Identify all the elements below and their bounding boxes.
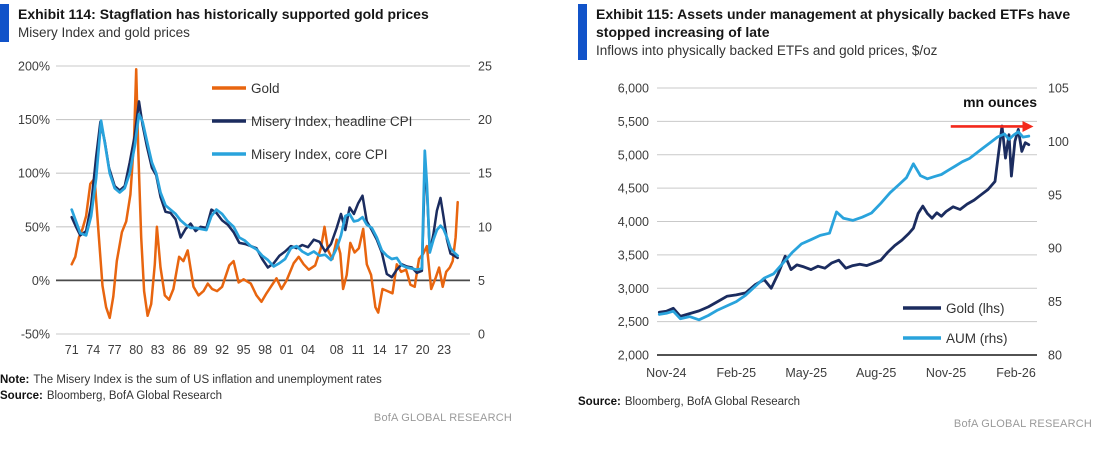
source-line: Source: Bloomberg, BofA Global Research [0, 388, 512, 405]
source-text: Bloomberg, BofA Global Research [46, 390, 222, 403]
series-line-misery-index-core-cpi [70, 112, 460, 271]
x-axis-tick-label: 89 [194, 343, 208, 357]
exhibit-114-subtitle: Misery Index and gold prices [18, 25, 190, 41]
series-line-aum-rhs [657, 130, 1031, 322]
exhibit-115-panel: Exhibit 115: Assets under management at … [578, 4, 1103, 433]
x-axis-tick-label: 14 [373, 343, 387, 357]
x-axis-tick-label: 23 [437, 343, 451, 357]
x-axis-tick-label: 08 [330, 343, 344, 357]
right-axis-tick-label: 5 [478, 274, 485, 288]
exhibit-115-header: Exhibit 115: Assets under management at … [578, 4, 1103, 60]
right-axis-tick-label: 15 [478, 166, 492, 180]
x-axis-tick-label: 01 [280, 343, 294, 357]
right-axis-tick-label: 25 [478, 59, 492, 73]
left-axis-tick-label: 200% [18, 59, 50, 73]
left-axis-tick-label: 5,500 [618, 115, 649, 129]
left-axis-tick-label: 2,500 [618, 315, 649, 329]
exhibit-114-header: Exhibit 114: Stagflation has historicall… [0, 4, 548, 42]
x-axis-tick-label: 92 [215, 343, 229, 357]
exhibit-115-title: Exhibit 115: Assets under management at … [596, 6, 1071, 41]
left-axis-tick-label: 5,000 [618, 148, 649, 162]
x-axis-tick-label: 20 [416, 343, 430, 357]
trend-arrow-head [1022, 120, 1034, 132]
bofa-watermark: BofA GLOBAL RESEARCH [373, 412, 512, 425]
legend-label: AUM (rhs) [946, 331, 1008, 346]
etf-aum-gold-chart: 6,000 5,500 5,000 4,500 4,000 3,500 3,000 2,500… [618, 81, 1069, 380]
exhibit-115-subtitle: Inflows into physically backed ETFs and … [596, 43, 938, 59]
right-axis-tick-label: 10 [478, 220, 492, 234]
legend-label: Gold [251, 81, 280, 96]
left-axis-tick-label: 100% [18, 166, 50, 180]
x-axis-tick-label: 04 [301, 343, 315, 357]
x-axis-tick-label: May-25 [785, 366, 827, 380]
left-axis-tick-label: 4,000 [618, 215, 649, 229]
x-axis-tick-label: 86 [172, 343, 186, 357]
exhibit-accent-bar [0, 4, 9, 42]
left-axis-tick-label: 0% [32, 274, 50, 288]
misery-index-gold-chart: 200% 150% 100% 50% 0% -50% 25 20 15 10 5 0 71 74 77 80 8… [18, 59, 492, 357]
left-axis-tick-label: 150% [18, 113, 50, 127]
left-axis-tick-label: 3,000 [618, 282, 649, 296]
legend-label: Misery Index, core CPI [251, 147, 388, 162]
x-axis-tick-label: Feb-26 [996, 366, 1036, 380]
bofa-watermark: BofA GLOBAL RESEARCH [953, 417, 1092, 430]
note-line: Note: The Misery Index is the sum of US i… [0, 372, 512, 389]
source-text: Bloomberg, BofA Global Research [624, 395, 800, 408]
x-axis-tick-label: Nov-24 [646, 366, 686, 380]
source-label: Source: [578, 395, 621, 408]
x-axis-tick-label: 17 [394, 343, 408, 357]
left-axis-tick-label: 4,500 [618, 182, 649, 196]
right-axis-tick-label: 80 [1048, 348, 1062, 362]
x-axis-tick-label: 77 [108, 343, 122, 357]
left-axis-tick-label: 3,500 [618, 248, 649, 262]
right-axis-tick-label: 20 [478, 113, 492, 127]
exhibit-114-panel: Exhibit 114: Stagflation has historicall… [0, 4, 548, 427]
exhibit-114-footer: Note: The Misery Index is the sum of US i… [0, 372, 512, 427]
right-axis-tick-label: 95 [1048, 188, 1062, 202]
right-axis-tick-label: 90 [1048, 242, 1062, 256]
x-axis-tick-label: 11 [352, 343, 365, 357]
right-axis-tick-label: 100 [1048, 135, 1069, 149]
x-axis-tick-label: 98 [258, 343, 272, 357]
x-axis-tick-label: 80 [129, 343, 143, 357]
x-axis-tick-label: 83 [151, 343, 165, 357]
right-axis-tick-label: 0 [478, 327, 485, 341]
right-axis-tick-label: 105 [1048, 81, 1069, 95]
annotation-label: mn ounces [963, 94, 1037, 110]
left-axis-tick-label: 2,000 [618, 348, 649, 362]
left-axis-tick-label: 50% [25, 220, 50, 234]
x-axis-tick-label: Feb-25 [716, 366, 756, 380]
x-axis-tick-label: Nov-25 [926, 366, 966, 380]
x-axis-tick-label: 74 [86, 343, 100, 357]
exhibit-accent-bar [578, 4, 587, 60]
x-axis-tick-label: 71 [65, 343, 79, 357]
series-line-gold-lhs [657, 124, 1031, 318]
note-label: Note: [0, 373, 30, 386]
source-label: Source: [0, 390, 43, 403]
left-axis-tick-label: -50% [21, 327, 50, 341]
left-axis-tick-label: 6,000 [618, 81, 649, 95]
series-line-gold [70, 67, 459, 319]
x-axis-tick-label: Aug-25 [856, 366, 896, 380]
x-axis-tick-label: 95 [237, 343, 251, 357]
legend-label: Misery Index, headline CPI [251, 114, 412, 129]
note-text: The Misery Index is the sum of US inflat… [33, 373, 382, 386]
legend-label: Gold (lhs) [946, 301, 1005, 316]
right-axis-tick-label: 85 [1048, 295, 1062, 309]
exhibit-114-title: Exhibit 114: Stagflation has historicall… [18, 6, 429, 22]
source-line: Source: Bloomberg, BofA Global Research [578, 394, 1092, 411]
exhibit-115-footer: Source: Bloomberg, BofA Global Research B… [578, 394, 1092, 433]
